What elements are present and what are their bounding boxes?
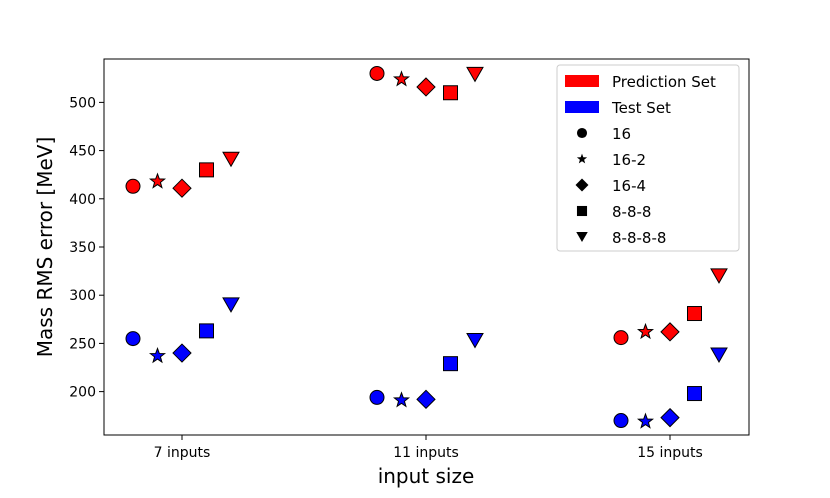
data-point-circle [369, 65, 385, 81]
data-point-triangle-down [222, 151, 240, 168]
y-tick-label: 300 [69, 288, 96, 304]
legend-frame [556, 64, 740, 252]
legend-marker-square [576, 205, 588, 217]
x-tick-label: 11 inputs [393, 445, 459, 461]
data-point-star [148, 346, 167, 364]
data-point-triangle-down [222, 297, 240, 313]
y-tick-label: 350 [69, 240, 96, 256]
legend-label: 16-2 [612, 151, 646, 169]
data-point-square [443, 85, 458, 101]
data-point-diamond [172, 178, 192, 198]
data-point-circle [369, 389, 385, 405]
data-point-square [687, 386, 702, 402]
legend-color-swatch [565, 75, 599, 87]
legend-marker-triangle-down [576, 231, 588, 243]
y-tick-label: 200 [69, 385, 96, 401]
x-axis: 7 inputs 11 inputs 15 inputs [154, 435, 703, 461]
legend-label: 16 [612, 125, 631, 143]
data-markers [125, 65, 728, 429]
legend-label: Test Set [611, 99, 671, 117]
data-point-diamond [660, 407, 680, 428]
data-point-diamond [660, 322, 680, 342]
y-axis: 200 250 300 350 400 450 500 [69, 95, 104, 401]
y-tick-label: 400 [69, 192, 96, 208]
legend-color-swatch [565, 101, 599, 113]
data-point-square [199, 162, 214, 178]
data-point-diamond [416, 389, 436, 410]
legend-label: 8-8-8-8 [612, 229, 666, 247]
data-point-circle [125, 331, 141, 347]
data-point-circle [613, 413, 629, 429]
legend-label: 16-4 [612, 177, 646, 195]
legend-marker-star [576, 153, 588, 164]
legend-marker-circle [576, 127, 588, 139]
legend: Prediction Set Test Set 16 16-2 16-4 8-8-8 8-8… [556, 64, 740, 252]
data-point-diamond [416, 77, 436, 97]
data-point-triangle-down [710, 268, 728, 284]
data-point-triangle-down [710, 347, 728, 363]
y-tick-label: 250 [69, 336, 96, 352]
x-tick-label: 7 inputs [154, 445, 211, 461]
data-point-square [687, 306, 702, 322]
legend-label: Prediction Set [612, 73, 716, 91]
x-axis-title: input size [378, 464, 475, 488]
x-tick-label: 15 inputs [637, 445, 703, 461]
data-point-circle [613, 330, 629, 346]
y-axis-title: Mass RMS error [MeV] [33, 137, 57, 358]
data-point-star [636, 322, 655, 340]
data-point-circle [125, 178, 141, 194]
y-tick-label: 450 [69, 144, 96, 160]
legend-marker-diamond [575, 178, 589, 192]
y-tick-label: 500 [69, 95, 96, 111]
legend-label: 8-8-8 [612, 203, 651, 221]
data-point-star [148, 172, 167, 189]
data-point-diamond [172, 343, 192, 363]
data-point-square [443, 356, 458, 372]
data-point-star [636, 412, 655, 429]
data-point-triangle-down [466, 333, 484, 349]
data-point-square [199, 323, 214, 339]
data-point-triangle-down [466, 66, 484, 83]
data-point-star [392, 391, 411, 408]
data-point-star [392, 70, 411, 87]
